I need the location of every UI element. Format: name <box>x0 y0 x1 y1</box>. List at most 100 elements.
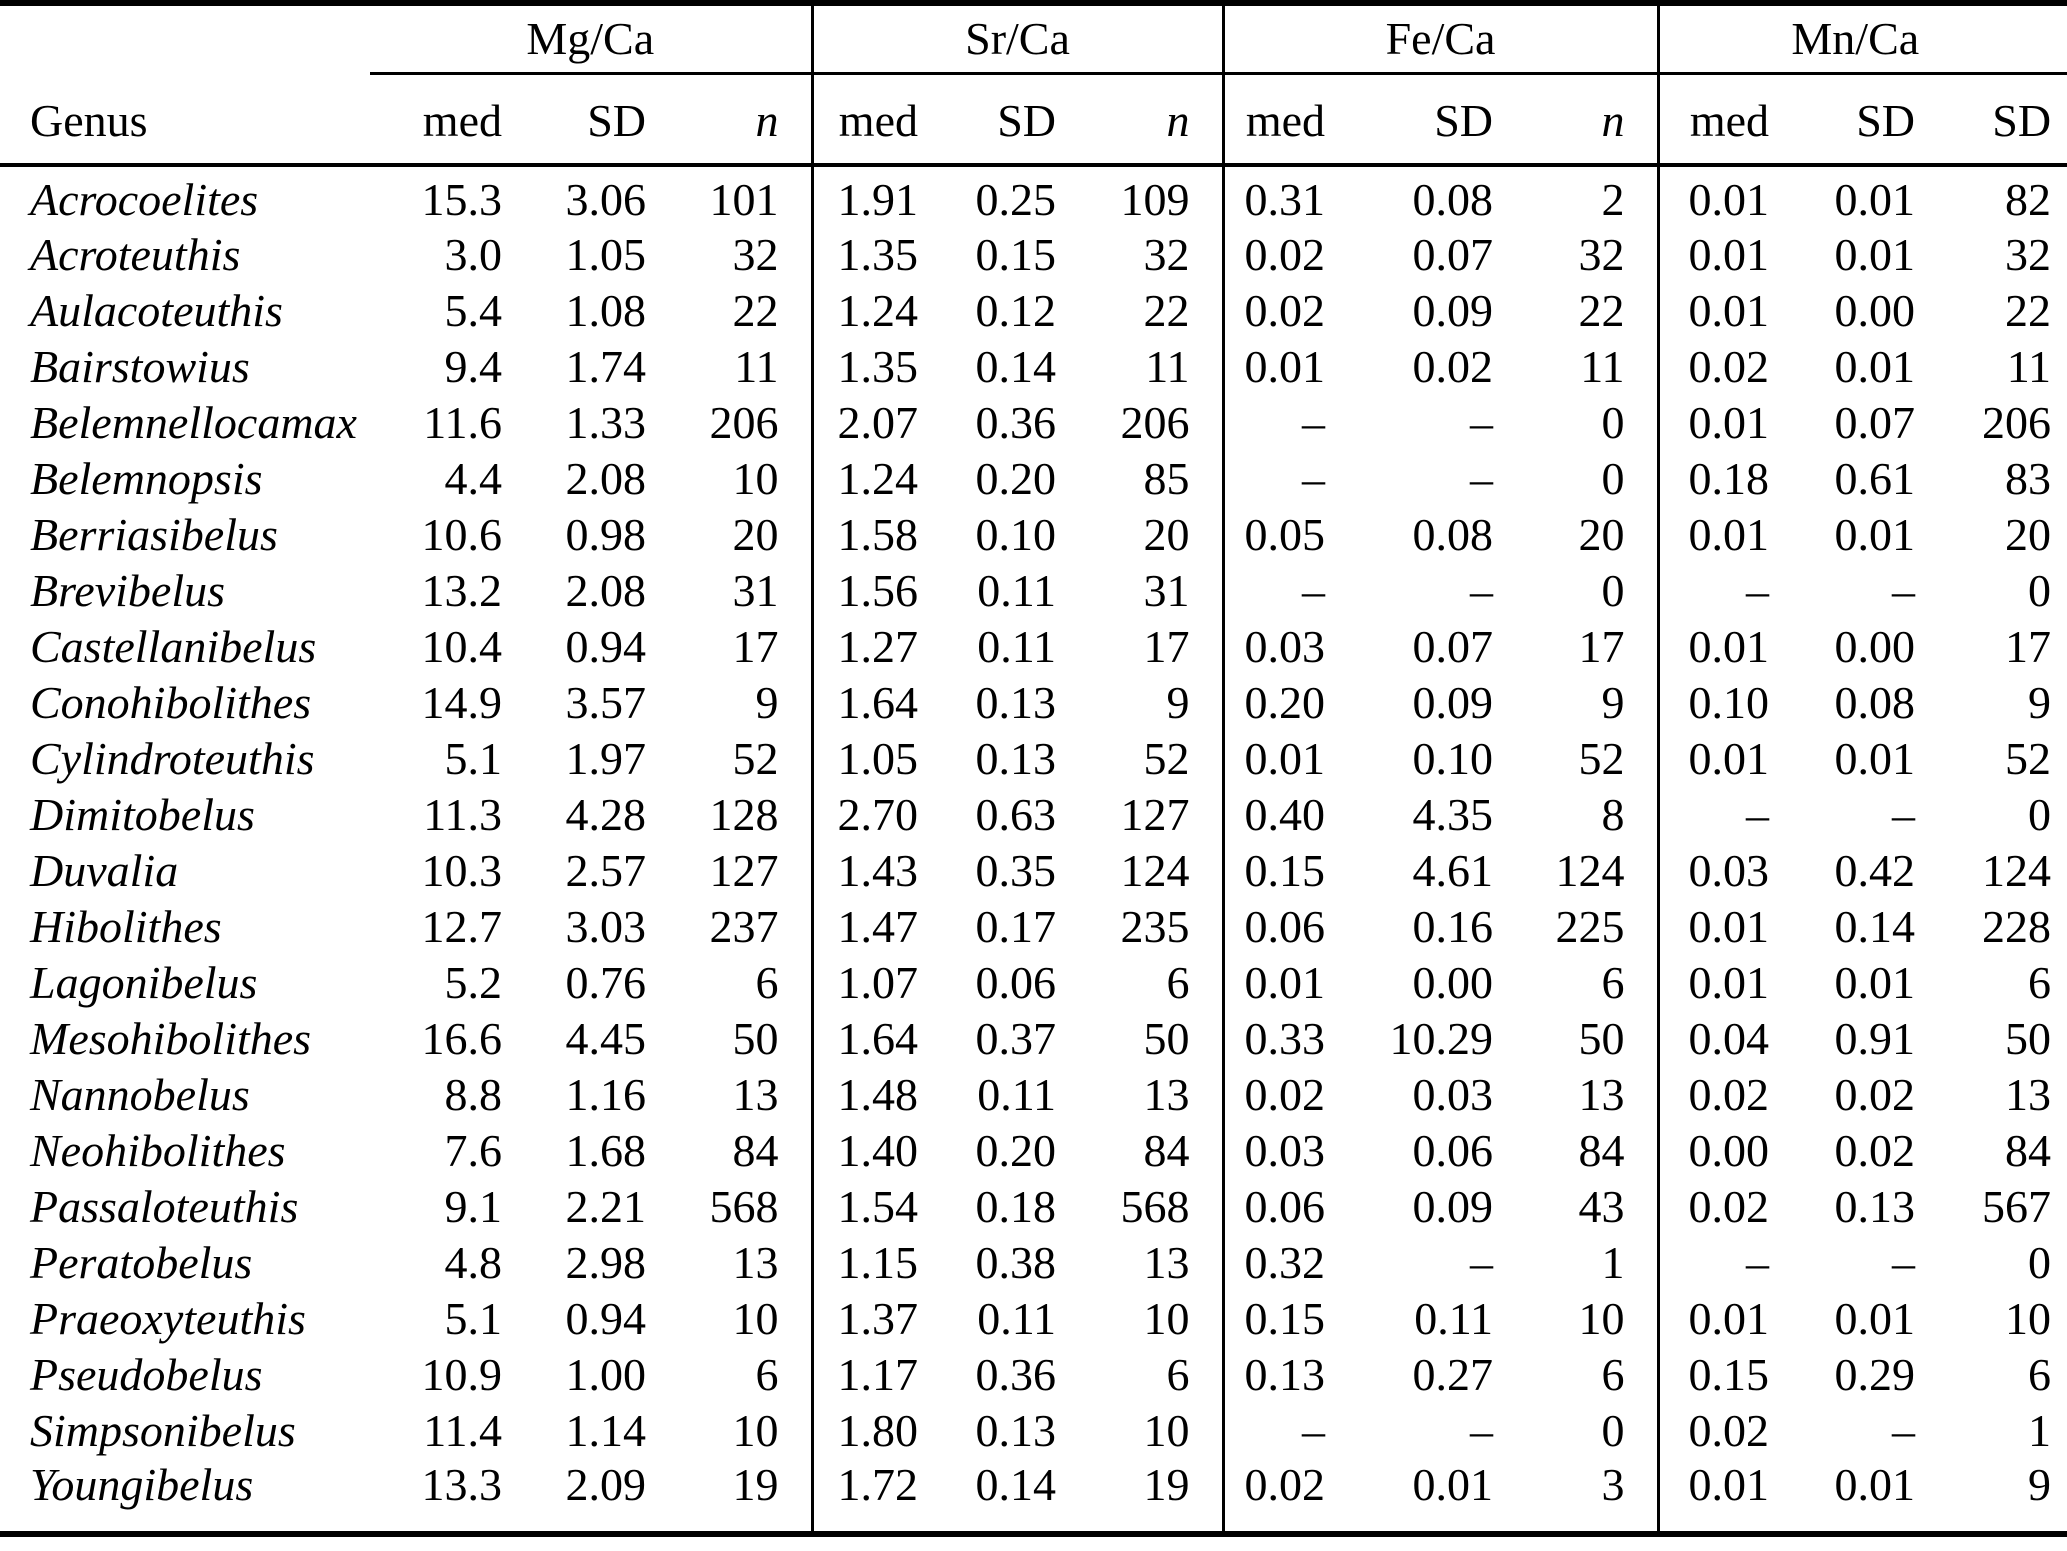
value-cell: 0.63 <box>975 788 1057 840</box>
value-cell: 1.35 <box>810 226 950 282</box>
value-cell: 11.4 <box>423 1404 502 1456</box>
value-cell: 13 <box>732 1068 779 1120</box>
value-cell: 0.35 <box>975 844 1057 896</box>
value-cell: 52 <box>732 732 779 784</box>
value-cell: 0.02 <box>1656 1178 1802 1234</box>
table-row: Duvalia 10.3 2.57 127 1.43 0.35 124 0.15 4.61 124… <box>0 842 2067 898</box>
value-cell: 6 <box>1601 1348 1625 1400</box>
genus-cell: Nannobelus <box>30 1068 250 1120</box>
value-cell: 9.4 <box>444 340 503 392</box>
value-cell: 1.33 <box>565 396 647 448</box>
value-cell: 0.02 <box>1221 1066 1358 1122</box>
value-cell: 1.64 <box>810 674 950 730</box>
genus-cell: Dimitobelus <box>30 788 255 840</box>
value-cell: 0.13 <box>975 676 1057 728</box>
table-row: Mesohibolithes 16.6 4.45 50 1.64 0.37 50 0.33 10… <box>0 1010 2067 1066</box>
value-cell: 206 <box>1120 396 1190 448</box>
value-cell: 20 <box>1143 508 1190 560</box>
table-row: Conohibolithes 14.9 3.57 9 1.64 0.13 9 0.20 0.09… <box>0 674 2067 730</box>
value-cell: 0.76 <box>565 956 647 1008</box>
value-cell: 0.18 <box>975 1180 1057 1232</box>
value-cell: 9 <box>1601 676 1625 728</box>
value-cell: 0.01 <box>1834 956 1916 1008</box>
value-cell: 1.24 <box>810 282 950 338</box>
value-cell: – <box>1470 396 1494 448</box>
value-cell: 0.10 <box>975 508 1057 560</box>
value-cell: 10 <box>2005 1292 2052 1344</box>
table-row: Belemnopsis 4.4 2.08 10 1.24 0.20 85– –0 0.18 0.6… <box>0 450 2067 506</box>
value-cell: 0 <box>1601 452 1625 504</box>
value-cell: 0.00 <box>1412 956 1494 1008</box>
value-cell: 0.20 <box>975 452 1057 504</box>
value-cell: 0.08 <box>1412 174 1494 225</box>
value-cell: 0.01 <box>1221 954 1358 1010</box>
col-header-mn-med: med <box>1656 73 1802 167</box>
value-cell: – <box>1221 450 1358 506</box>
value-cell: 19 <box>1143 1459 1190 1510</box>
value-cell: 20 <box>2005 508 2052 560</box>
value-cell: 0.00 <box>1834 620 1916 672</box>
value-cell: 1.58 <box>810 506 950 562</box>
value-cell: 83 <box>2005 452 2052 504</box>
genus-cell: Castellanibelus <box>30 620 317 672</box>
column-header-row: Genus med SD n med SD n med SD n med SD … <box>0 73 2067 167</box>
value-cell: 82 <box>2005 174 2052 225</box>
value-cell: – <box>1470 1404 1494 1456</box>
value-cell: 124 <box>1982 844 2052 896</box>
value-cell: 10.3 <box>421 844 503 896</box>
value-cell: – <box>1892 1236 1916 1288</box>
value-cell: 0.02 <box>1412 340 1494 392</box>
value-cell: 0.01 <box>1656 954 1802 1010</box>
value-cell: 2 <box>1601 174 1625 225</box>
value-cell: 0.36 <box>975 1348 1057 1400</box>
table-row: Youngibelus 13.3 2.09 19 1.72 0.14 19 0.02 0.01 3… <box>0 1458 2067 1534</box>
value-cell: 0.14 <box>975 340 1057 392</box>
value-cell: 5.4 <box>444 284 503 336</box>
value-cell: 13.3 <box>421 1459 503 1510</box>
value-cell: 1.80 <box>810 1402 950 1458</box>
value-cell: 17 <box>1143 620 1190 672</box>
value-cell: 0.02 <box>1834 1068 1916 1120</box>
value-cell: 6 <box>1166 956 1190 1008</box>
table-row: Acroteuthis 3.0 1.05 32 1.35 0.15 32 0.02 0.07 32… <box>0 226 2067 282</box>
value-cell: 568 <box>709 1180 779 1232</box>
value-cell: 17 <box>732 620 779 672</box>
table-row: Bairstowius 9.4 1.74 11 1.35 0.14 11 0.01 0.02 11… <box>0 338 2067 394</box>
value-cell: 0.01 <box>1656 226 1802 282</box>
col-header-mg-n: n <box>678 73 812 167</box>
value-cell: 1.05 <box>810 730 950 786</box>
genus-cell: Praeoxyteuthis <box>30 1292 306 1344</box>
value-cell: 0.91 <box>1834 1012 1916 1064</box>
value-cell: 0.01 <box>1656 1290 1802 1346</box>
value-cell: 15.3 <box>421 174 503 225</box>
value-cell: 0 <box>2028 564 2052 616</box>
genus-cell: Mesohibolithes <box>30 1012 312 1064</box>
value-cell: 0.01 <box>1656 730 1802 786</box>
value-cell: 0.27 <box>1412 1348 1494 1400</box>
value-cell: 0.01 <box>1221 338 1358 394</box>
value-cell: 16.6 <box>421 1012 503 1064</box>
value-cell: 52 <box>1578 732 1625 784</box>
value-cell: 13.2 <box>421 564 503 616</box>
value-cell: – <box>1892 564 1916 616</box>
value-cell: 0 <box>2028 788 2052 840</box>
value-cell: 11 <box>734 340 779 392</box>
table-row: Castellanibelus 10.4 0.94 17 1.27 0.11 17 0.03 0… <box>0 618 2067 674</box>
value-cell: 11 <box>1145 340 1190 392</box>
value-cell: 32 <box>732 228 779 280</box>
col-header-mg-sd: SD <box>534 73 678 167</box>
value-cell: 9 <box>2028 676 2052 728</box>
value-cell: 32 <box>2005 228 2052 280</box>
value-cell: 0.03 <box>1412 1068 1494 1120</box>
col-header-mg-med: med <box>370 73 534 167</box>
value-cell: 4.4 <box>444 452 503 504</box>
value-cell: 0.94 <box>565 1292 647 1344</box>
table-body: Acrocoelites 15.3 3.06 101 1.91 0.25 109 0.31 0.… <box>0 165 2067 1534</box>
value-cell: 6 <box>755 956 779 1008</box>
value-cell: 0.01 <box>1834 228 1916 280</box>
value-cell: 1.40 <box>810 1122 950 1178</box>
genus-cell: Berriasibelus <box>30 508 278 560</box>
value-cell: 0.61 <box>1834 452 1916 504</box>
value-cell: 0.01 <box>1656 282 1802 338</box>
